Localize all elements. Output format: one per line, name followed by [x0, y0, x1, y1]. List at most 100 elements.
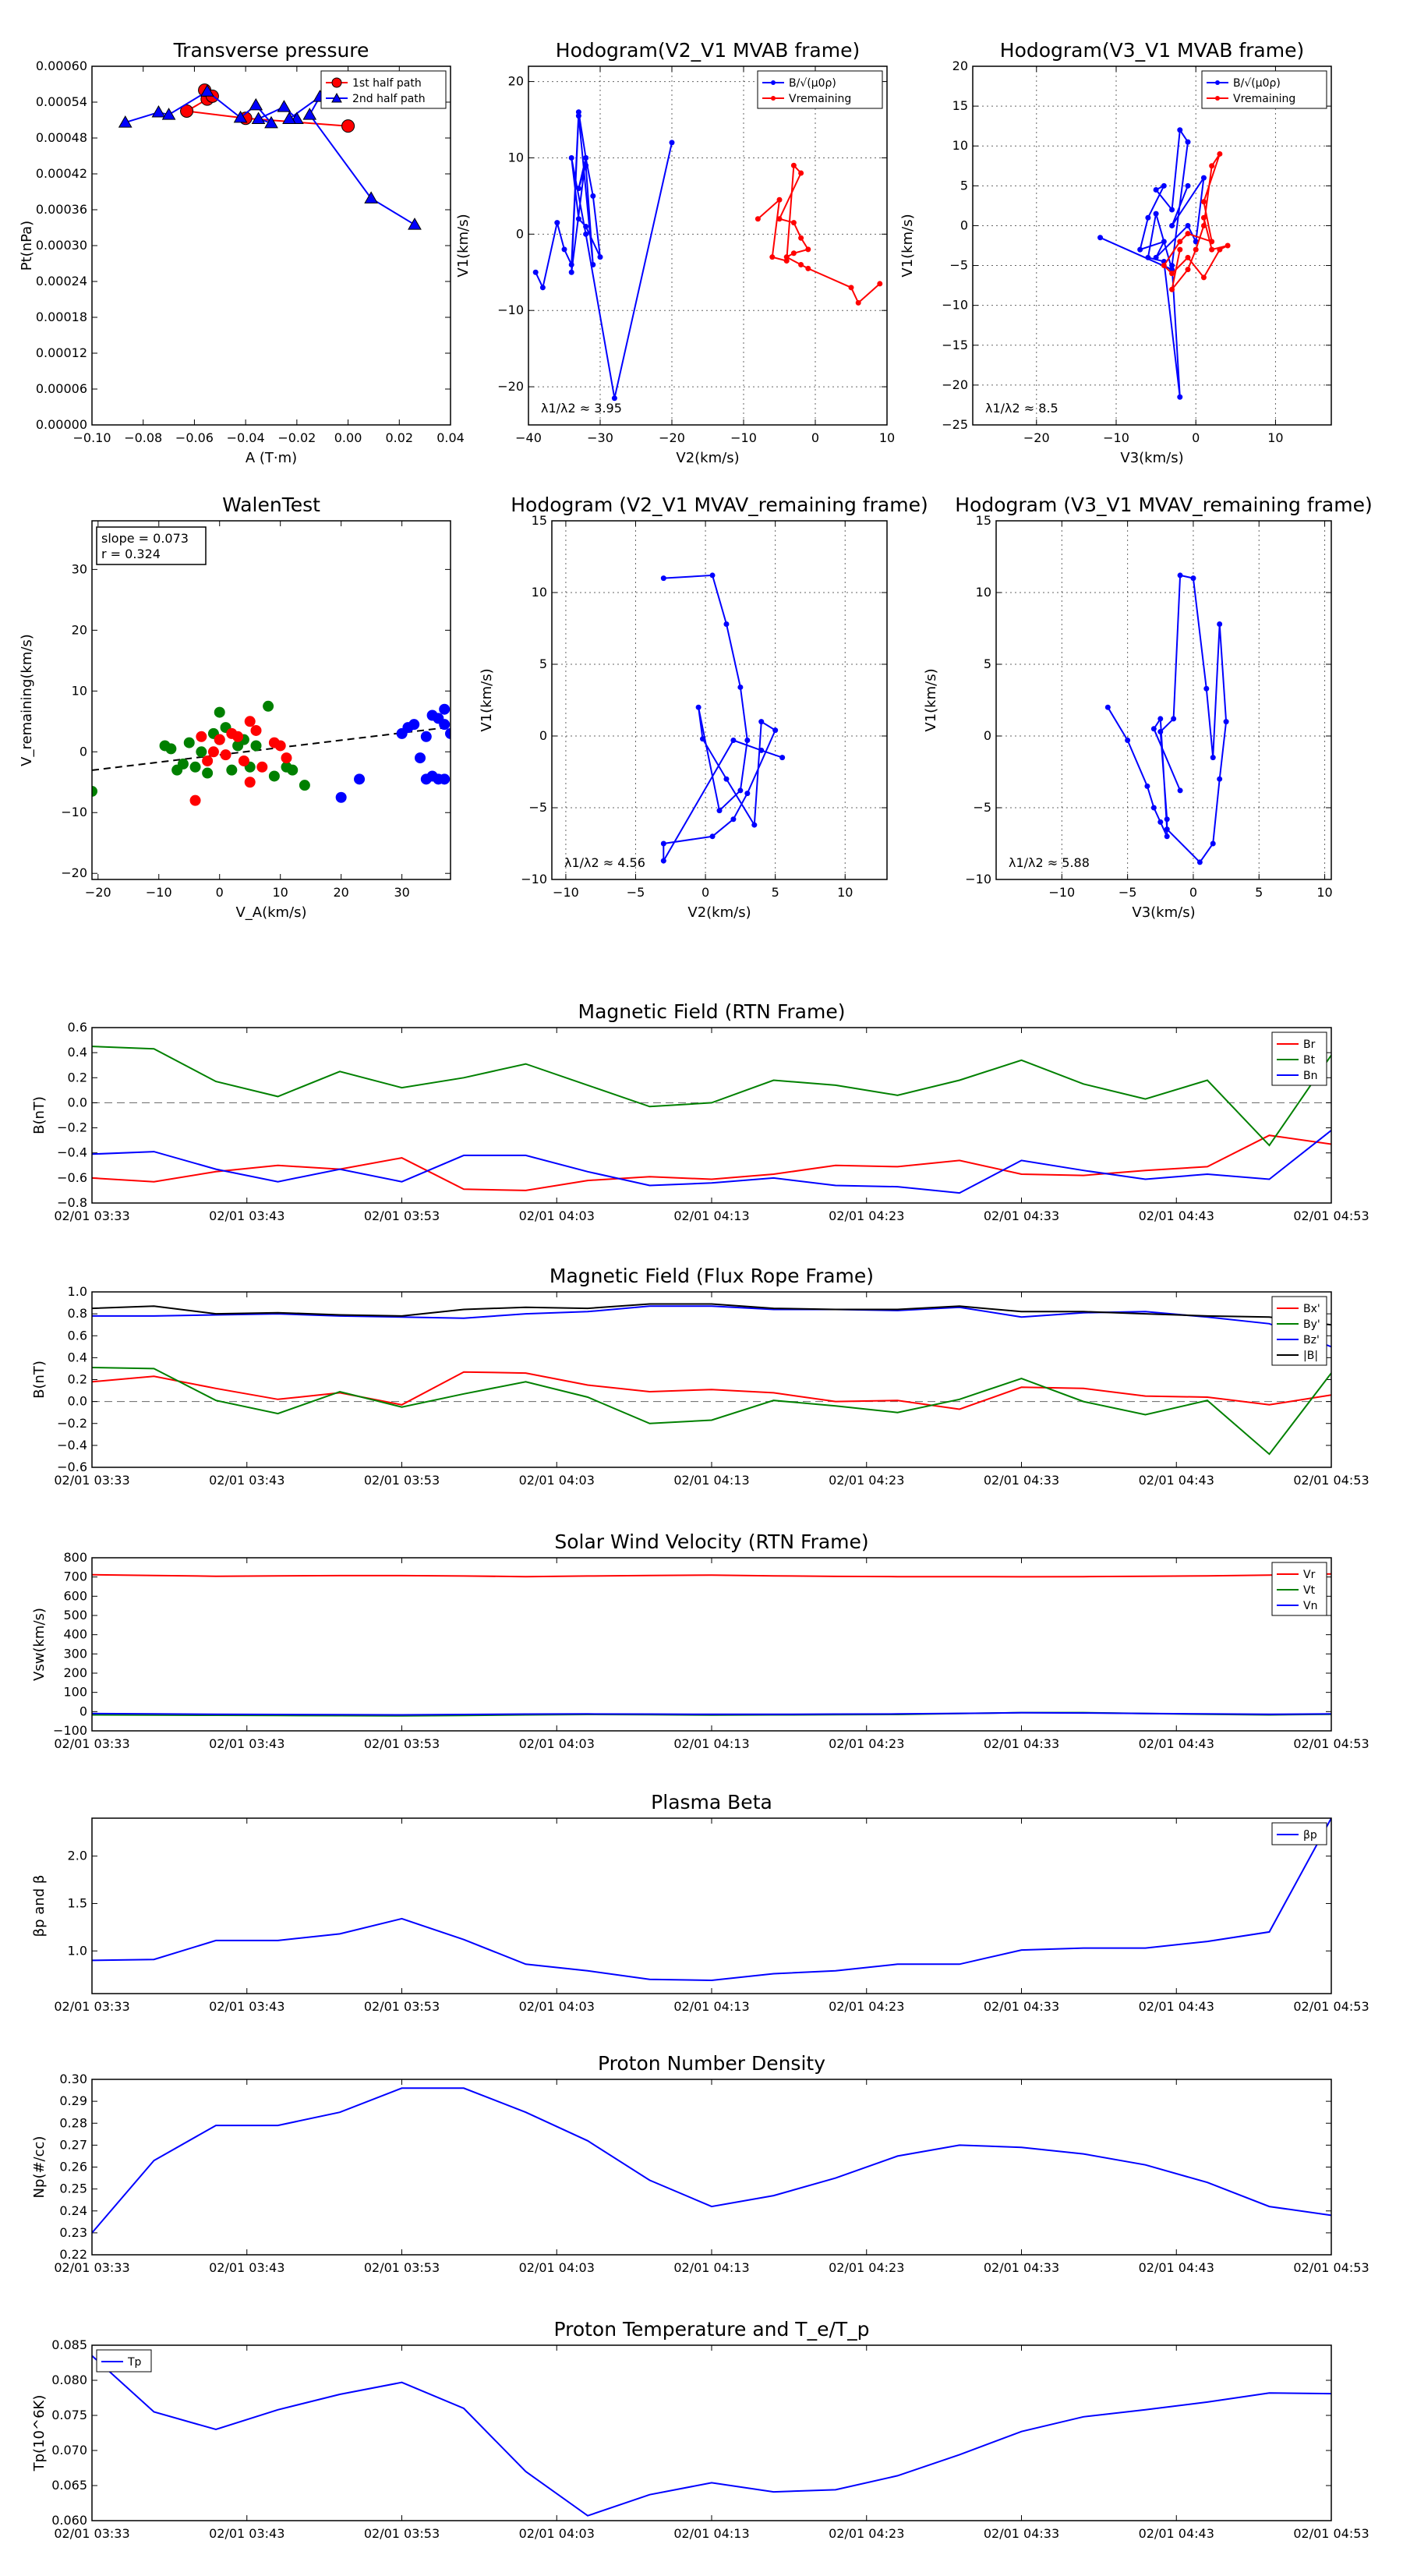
data-point [1144, 783, 1150, 789]
data-point [189, 794, 201, 806]
data-point [277, 100, 292, 112]
y-axis-label: Pt(nPa) [19, 221, 35, 271]
data-point [590, 261, 596, 267]
data-point [220, 749, 231, 761]
chart-title: Hodogram (V2_V1 MVAV_remaining frame) [511, 494, 928, 516]
data-point [1177, 787, 1183, 794]
data-point [769, 254, 776, 260]
data-point [244, 716, 256, 727]
plot-area [1104, 572, 1229, 865]
data-point [737, 787, 744, 794]
data-point [1185, 182, 1191, 189]
data-point [226, 764, 238, 776]
data-point [1185, 139, 1191, 145]
data-point [118, 115, 133, 128]
x-tick-label: −40 [515, 430, 542, 445]
x-axis-label: A (T·m) [246, 450, 297, 466]
series-line-Bn [92, 1130, 1331, 1194]
y-tick-label: −20 [497, 379, 524, 394]
x-tick-label: 0 [811, 430, 819, 445]
data-point [1145, 254, 1151, 260]
x-tick-label: 02/01 04:53 [1293, 1473, 1369, 1488]
data-point [1125, 738, 1131, 744]
eigenvalue-ratio-label: λ1/λ2 ≈ 5.88 [1009, 855, 1090, 870]
data-point [282, 111, 296, 124]
y-axis-label: B(nT) [31, 1096, 48, 1134]
data-point [583, 162, 589, 168]
data-point [1193, 246, 1199, 253]
x-tick-label: 02/01 03:53 [364, 1999, 440, 2014]
x-tick-label: 02/01 04:33 [984, 1999, 1059, 2014]
y-tick-label: 0.24 [59, 2203, 87, 2218]
plot-area [660, 572, 786, 864]
y-axis-label: βp and β [31, 1875, 48, 1937]
data-point [568, 269, 574, 275]
data-point [249, 97, 263, 111]
data-point [1209, 163, 1215, 169]
y-tick-label: 0.4 [68, 1350, 87, 1364]
y-tick-label: 0 [960, 218, 968, 232]
x-tick-label: 02/01 03:33 [54, 1208, 129, 1223]
y-tick-label: 0.00018 [36, 310, 87, 324]
plot-area [92, 1818, 1331, 1982]
x-tick-label: 20 [333, 885, 348, 900]
legend-label: By' [1303, 1318, 1320, 1331]
y-tick-label: 0.2 [68, 1070, 87, 1085]
x-tick-label: 0.00 [334, 430, 362, 445]
x-tick-label: 02/01 04:43 [1139, 1736, 1214, 1751]
x-tick-label: 02/01 03:53 [364, 1736, 440, 1751]
plot-area [92, 700, 451, 806]
x-tick-label: 02/01 03:53 [364, 1473, 440, 1488]
chart-title: Magnetic Field (Flux Rope Frame) [550, 1265, 874, 1287]
data-point [244, 777, 256, 788]
data-point [1169, 263, 1175, 269]
data-point [299, 780, 310, 791]
data-point [251, 111, 266, 124]
x-tick-label: 02/01 04:53 [1293, 1208, 1369, 1223]
y-tick-label: −5 [949, 258, 968, 273]
x-tick-label: 02/01 03:33 [54, 2526, 129, 2541]
data-point [532, 269, 539, 275]
x-tick-label: 02/01 04:03 [519, 1473, 595, 1488]
data-point [233, 110, 248, 123]
data-point [575, 216, 581, 222]
y-tick-label: 0.00030 [36, 238, 87, 253]
x-tick-label: 02/01 04:53 [1293, 2260, 1369, 2275]
data-point [776, 216, 783, 222]
data-point [660, 840, 666, 847]
y-tick-label: 30 [72, 561, 87, 576]
x-tick-label: 0.04 [436, 430, 465, 445]
y-axis-label: V1(km/s) [899, 214, 916, 277]
data-point [264, 115, 278, 129]
data-point [730, 738, 737, 744]
x-tick-label: 02/01 04:53 [1293, 1999, 1369, 2014]
y-tick-label: 20 [508, 74, 524, 89]
y-tick-label: 0 [539, 728, 547, 743]
y-tick-label: −0.8 [57, 1195, 87, 1210]
data-point [177, 758, 189, 770]
y-tick-label: −15 [942, 338, 968, 352]
data-point [798, 170, 804, 176]
data-point [790, 220, 797, 226]
data-point [445, 727, 451, 739]
data-point [1200, 199, 1207, 205]
series-line-series-0 [92, 2087, 1331, 2234]
x-tick-label: 02/01 04:33 [984, 1208, 1059, 1223]
series-line-B/√(μ0ρ) [535, 111, 673, 398]
data-point [183, 737, 195, 748]
data-point [1169, 222, 1175, 228]
y-tick-label: 0.30 [59, 2072, 87, 2086]
data-point [758, 719, 765, 725]
legend-label: Vt [1303, 1584, 1316, 1597]
x-tick-label: −30 [587, 430, 613, 445]
legend-box [320, 70, 447, 109]
plot-frame [91, 1027, 1332, 1204]
data-point [575, 109, 581, 115]
y-tick-label: 0.075 [51, 2408, 87, 2422]
data-point [723, 776, 730, 782]
data-point [1217, 246, 1223, 253]
data-point [1164, 826, 1170, 833]
x-tick-label: 02/01 04:23 [829, 1736, 904, 1751]
y-tick-label: 0.0 [68, 1394, 87, 1409]
data-point [415, 752, 426, 764]
